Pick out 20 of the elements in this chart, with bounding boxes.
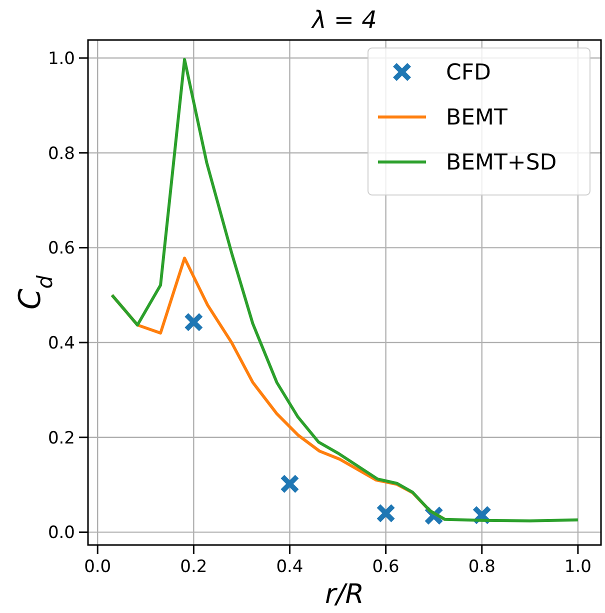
y-tick-label: 0.2: [48, 428, 75, 448]
point: [376, 504, 395, 522]
chart-title: λ = 4: [310, 6, 377, 34]
y-tick-label: 0.6: [48, 238, 75, 259]
legend-label: BEMT: [446, 106, 508, 131]
x-tick-label: 0.2: [180, 557, 208, 577]
x-tick-label: 0.8: [468, 557, 496, 577]
point: [184, 313, 203, 332]
x-tick-label: 0.6: [372, 557, 400, 577]
x-axis-title: r/R: [325, 579, 364, 610]
y-tick-label: 0.8: [48, 144, 75, 164]
x-tick-label: 1.0: [564, 557, 592, 577]
x-tick-label: 0.0: [84, 557, 112, 577]
legend-label: BEMT+SD: [446, 150, 557, 176]
x-tick-label: 0.4: [276, 557, 304, 577]
y-tick-label: 0.0: [48, 523, 75, 544]
point: [280, 474, 299, 493]
y-tick-label: 1.0: [48, 48, 75, 69]
legend-label: CFD: [446, 60, 491, 86]
y-tick-label: 0.4: [48, 333, 75, 354]
